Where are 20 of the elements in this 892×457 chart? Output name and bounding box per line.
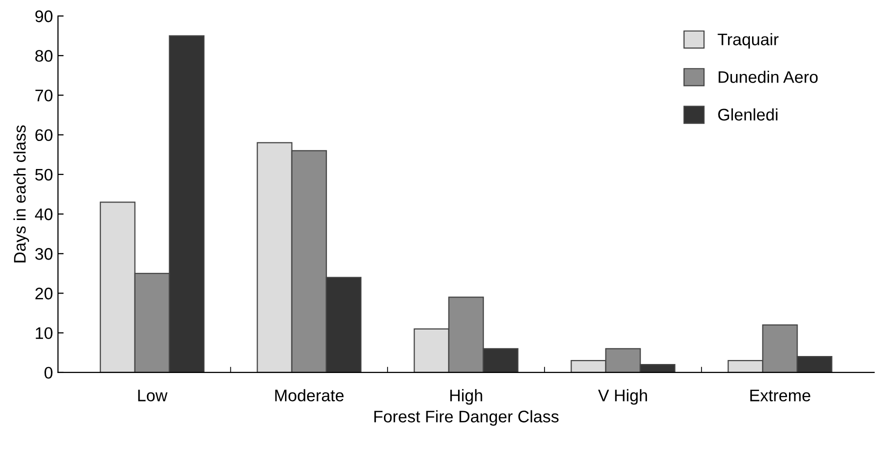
y-tick-label: 70	[35, 90, 52, 102]
y-tick-label: 30	[35, 248, 52, 260]
x-axis-title: Forest Fire Danger Class	[374, 410, 559, 426]
x-tick-label: V High	[598, 389, 647, 405]
x-tick-label: Low	[138, 390, 168, 402]
y-tick-label: 80	[35, 50, 52, 62]
y-tick-label: 90	[35, 10, 52, 22]
y-tick-label: 60	[35, 129, 52, 142]
x-tick-label: High	[450, 389, 482, 405]
y-axis-title: Days in each class	[13, 125, 30, 262]
legend-label: Traquair	[718, 33, 779, 49]
legend-label: Glenledi	[718, 108, 778, 121]
x-tick-label: Extreme	[750, 390, 810, 402]
y-tick-label: 20	[35, 288, 52, 300]
y-tick-label: 10	[36, 327, 52, 340]
y-tick-label: 0	[44, 366, 52, 379]
y-tick-label: 50	[35, 168, 52, 181]
x-tick-label: Moderate	[275, 389, 344, 402]
legend-label: Dunedin Aero	[718, 70, 818, 83]
y-tick-label: 40	[34, 208, 52, 220]
